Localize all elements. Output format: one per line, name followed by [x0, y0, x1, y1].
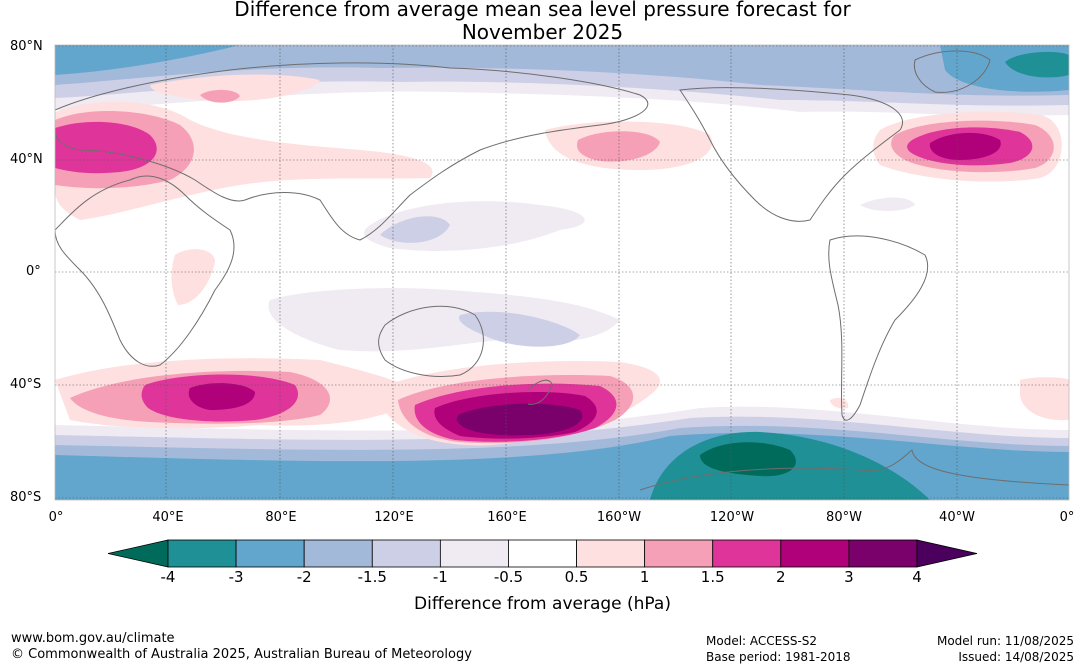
colorbar-tick-label: 1: [639, 568, 650, 586]
lon-label-80w: 80°W: [826, 510, 862, 525]
colorbar-tick-label: -4: [160, 568, 176, 586]
lat-label-40n: 40°N: [10, 152, 43, 167]
south-america-outline: [828, 235, 929, 421]
footer-model: Model: ACCESS-S2: [706, 634, 818, 648]
colorbar-title: Difference from average (hPa): [414, 594, 671, 614]
colorbar-swatch: [371, 539, 441, 568]
colorbar-swatch: [848, 539, 918, 568]
lon-label-0-west: 0°: [48, 510, 64, 525]
lon-label-120w: 120°W: [709, 510, 755, 525]
colorbar-swatch: [644, 539, 714, 568]
colorbar-swatch: [780, 539, 850, 568]
footer-model-run: Model run: 11/08/2025: [936, 634, 1074, 648]
colorbar-tick-label: 4: [912, 568, 922, 586]
new-zealand-outline: [527, 379, 553, 405]
lat-label-80n: 80°N: [10, 39, 43, 54]
footer-base-period: Base period: 1981-2018: [706, 650, 851, 664]
colorbar-swatch: [439, 539, 509, 568]
footer-dates: Model run: 11/08/2025 Issued: 14/08/2025: [937, 633, 1074, 665]
lon-label-40e: 40°E: [152, 510, 184, 525]
north-america-outline: [679, 87, 903, 222]
lon-label-160w: 160°W: [596, 510, 642, 525]
footer-site-link[interactable]: www.bom.gov.au/climate: [11, 631, 175, 646]
colorbar-arrow-max: [916, 539, 978, 568]
northern-negative-bands: [55, 45, 1069, 116]
colorbar-tick-label: -3: [228, 568, 244, 586]
greenland-outline: [913, 50, 991, 93]
footer-copyright: © Commonwealth of Australia 2025, Austra…: [11, 647, 472, 662]
africa-outline: [55, 175, 235, 367]
lon-label-80e: 80°E: [265, 510, 297, 525]
map-title-line2: November 2025: [461, 20, 624, 44]
colorbar-swatch: [508, 539, 577, 568]
colorbar-tick-label: 2: [776, 568, 786, 586]
lon-label-160e: 160°E: [487, 510, 527, 525]
colorbar-tick-label: 0.5: [564, 568, 589, 586]
colorbar-swatch: [235, 539, 305, 568]
colorbar-arrow-min: [107, 539, 169, 568]
map-title-line1: Difference from average mean sea level p…: [234, 0, 851, 21]
lon-label-40w: 40°W: [939, 510, 975, 525]
footer-left: www.bom.gov.au/climate © Commonwealth of…: [11, 631, 472, 663]
colorbar-swatch: [576, 539, 646, 568]
lat-label-40s: 40°S: [10, 377, 42, 392]
lat-label-equator: 0°: [26, 264, 41, 279]
lon-label-0-east: 0°: [1059, 510, 1075, 525]
colorbar-tick-label: 1.5: [700, 568, 725, 586]
lat-label-80s: 80°S: [10, 490, 42, 505]
lon-label-120e: 120°E: [374, 510, 414, 525]
tropical-negative-patches: [268, 197, 915, 352]
colorbar-tick-label: -0.5: [493, 568, 524, 586]
antarctica-outline: [639, 449, 1069, 491]
gridlines: [55, 45, 1069, 500]
colorbar-swatch: [303, 539, 373, 568]
footer-model-info: Model: ACCESS-S2 Base period: 1981-2018: [706, 633, 851, 665]
coastlines: [55, 50, 1069, 491]
colorbar-swatch: [167, 539, 237, 568]
northern-positive-anomalies: [55, 74, 1062, 409]
colorbar-tick-label: -1.5: [357, 568, 387, 586]
colorbar-swatch: [712, 539, 782, 568]
colorbar-tick-label: -2: [296, 568, 312, 586]
southern-negative-bands: [55, 406, 1069, 500]
eurasia-outline: [55, 62, 649, 241]
southern-positive-anomalies: [55, 358, 1069, 446]
colorbar-tick-label: -1: [432, 568, 448, 586]
australia-outline: [378, 305, 484, 378]
colorbar-tick-label: 3: [844, 568, 854, 586]
footer-issued: Issued: 14/08/2025: [958, 650, 1074, 664]
